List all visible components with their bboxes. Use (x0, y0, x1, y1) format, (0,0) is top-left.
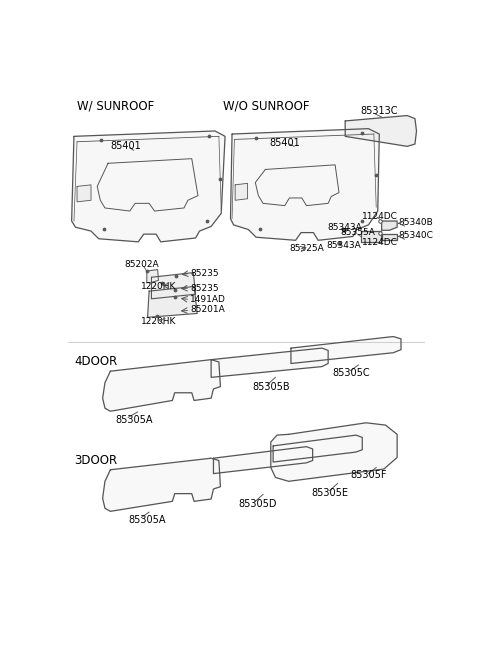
Text: 85313C: 85313C (360, 106, 398, 116)
Polygon shape (147, 286, 197, 317)
Text: 85305E: 85305E (312, 488, 349, 498)
Text: 1491AD: 1491AD (190, 295, 226, 304)
Text: 1220HK: 1220HK (142, 282, 177, 291)
Text: 1124DC: 1124DC (361, 212, 397, 221)
Polygon shape (345, 115, 417, 146)
Polygon shape (291, 337, 401, 364)
Text: 3DOOR: 3DOOR (74, 454, 117, 467)
Polygon shape (103, 360, 220, 411)
Polygon shape (152, 272, 196, 299)
Text: 4DOOR: 4DOOR (74, 356, 117, 369)
Text: 85340C: 85340C (399, 231, 433, 240)
Polygon shape (147, 270, 158, 283)
Text: 85305A: 85305A (128, 515, 166, 525)
Text: 85201A: 85201A (190, 305, 225, 314)
Polygon shape (214, 447, 312, 474)
Text: 85235: 85235 (190, 284, 219, 293)
Text: 85325A: 85325A (289, 244, 324, 252)
Text: 85401: 85401 (110, 141, 141, 151)
Text: W/ SUNROOF: W/ SUNROOF (77, 99, 154, 112)
Polygon shape (72, 131, 225, 242)
Polygon shape (273, 435, 362, 462)
Polygon shape (382, 234, 397, 240)
Polygon shape (360, 231, 381, 242)
Text: 85355A: 85355A (340, 228, 375, 237)
Text: 85305F: 85305F (350, 470, 387, 480)
Text: 85305C: 85305C (333, 367, 371, 378)
Text: 1220HK: 1220HK (142, 316, 177, 326)
Text: 85340B: 85340B (399, 218, 433, 227)
Polygon shape (382, 221, 397, 231)
Polygon shape (271, 422, 397, 481)
Text: 85401: 85401 (269, 138, 300, 147)
Text: 85202A: 85202A (124, 261, 159, 269)
Polygon shape (77, 185, 91, 202)
Polygon shape (103, 458, 220, 512)
Polygon shape (211, 348, 328, 377)
Text: W/O SUNROOF: W/O SUNROOF (223, 99, 309, 112)
Polygon shape (235, 183, 248, 200)
Text: 85305B: 85305B (252, 382, 290, 392)
Text: 85305A: 85305A (116, 415, 153, 424)
Text: 85235: 85235 (190, 269, 219, 278)
Text: 85305D: 85305D (238, 498, 277, 509)
Polygon shape (230, 128, 379, 240)
Text: 85343A: 85343A (326, 241, 361, 250)
Text: 85343A: 85343A (327, 223, 362, 232)
Text: 1124DC: 1124DC (361, 238, 397, 247)
